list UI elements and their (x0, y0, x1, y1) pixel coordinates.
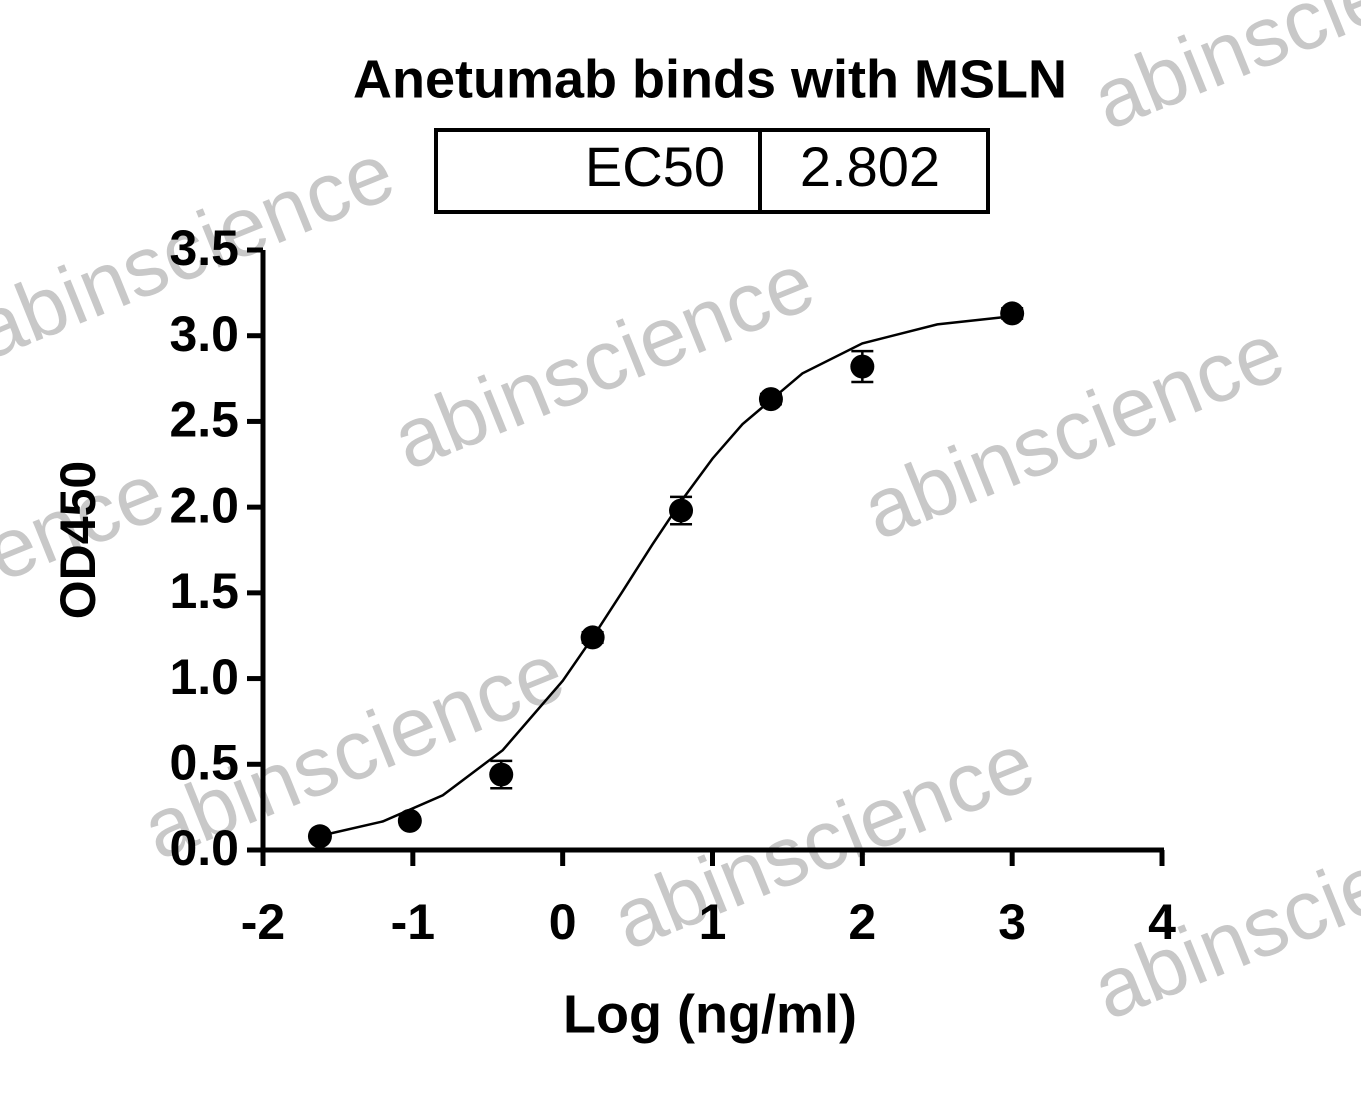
data-point (758, 387, 783, 412)
y-tick-label: 0.5 (169, 734, 239, 790)
x-axis-label: Log (ng/ml) (563, 984, 857, 1044)
chart-title: Anetumab binds with MSLN (353, 49, 1067, 109)
watermark: abinscience (1080, 0, 1361, 147)
table-value: 2.802 (800, 135, 940, 198)
y-tick-label: 1.5 (169, 563, 239, 619)
x-tick-label: 2 (848, 894, 876, 950)
y-tick-label: 2.5 (169, 392, 239, 448)
table-box (434, 128, 990, 214)
data-point (489, 762, 514, 787)
watermark: abinscience (1080, 784, 1361, 1037)
x-tick-label: 1 (699, 894, 727, 950)
x-tick-label: 4 (1148, 894, 1176, 950)
x-tick-label: 3 (998, 894, 1026, 950)
y-tick-label: 1.0 (169, 649, 239, 705)
data-point (397, 808, 422, 833)
data-point (580, 625, 605, 650)
y-tick-label: 0.0 (169, 820, 239, 876)
watermark: abinscience (380, 234, 827, 487)
y-tick-label: 2.0 (169, 477, 239, 533)
data-point (1000, 301, 1025, 326)
data-point (307, 824, 332, 849)
y-axis-label: OD450 (50, 461, 106, 619)
y-tick-label: 3.0 (169, 306, 239, 362)
y-tick-label: 3.5 (169, 220, 239, 276)
data-point (669, 498, 694, 523)
x-tick-label: -1 (391, 894, 435, 950)
x-tick-label: 0 (549, 894, 577, 950)
fit-curve (319, 314, 1013, 838)
x-tick-label: -2 (241, 894, 285, 950)
table-label: EC50 (585, 135, 725, 198)
ec50-table: EC50 2.802 (434, 128, 990, 214)
data-point (850, 354, 875, 379)
watermark: abinscience (600, 714, 1047, 967)
watermark: abinscience (850, 304, 1297, 557)
